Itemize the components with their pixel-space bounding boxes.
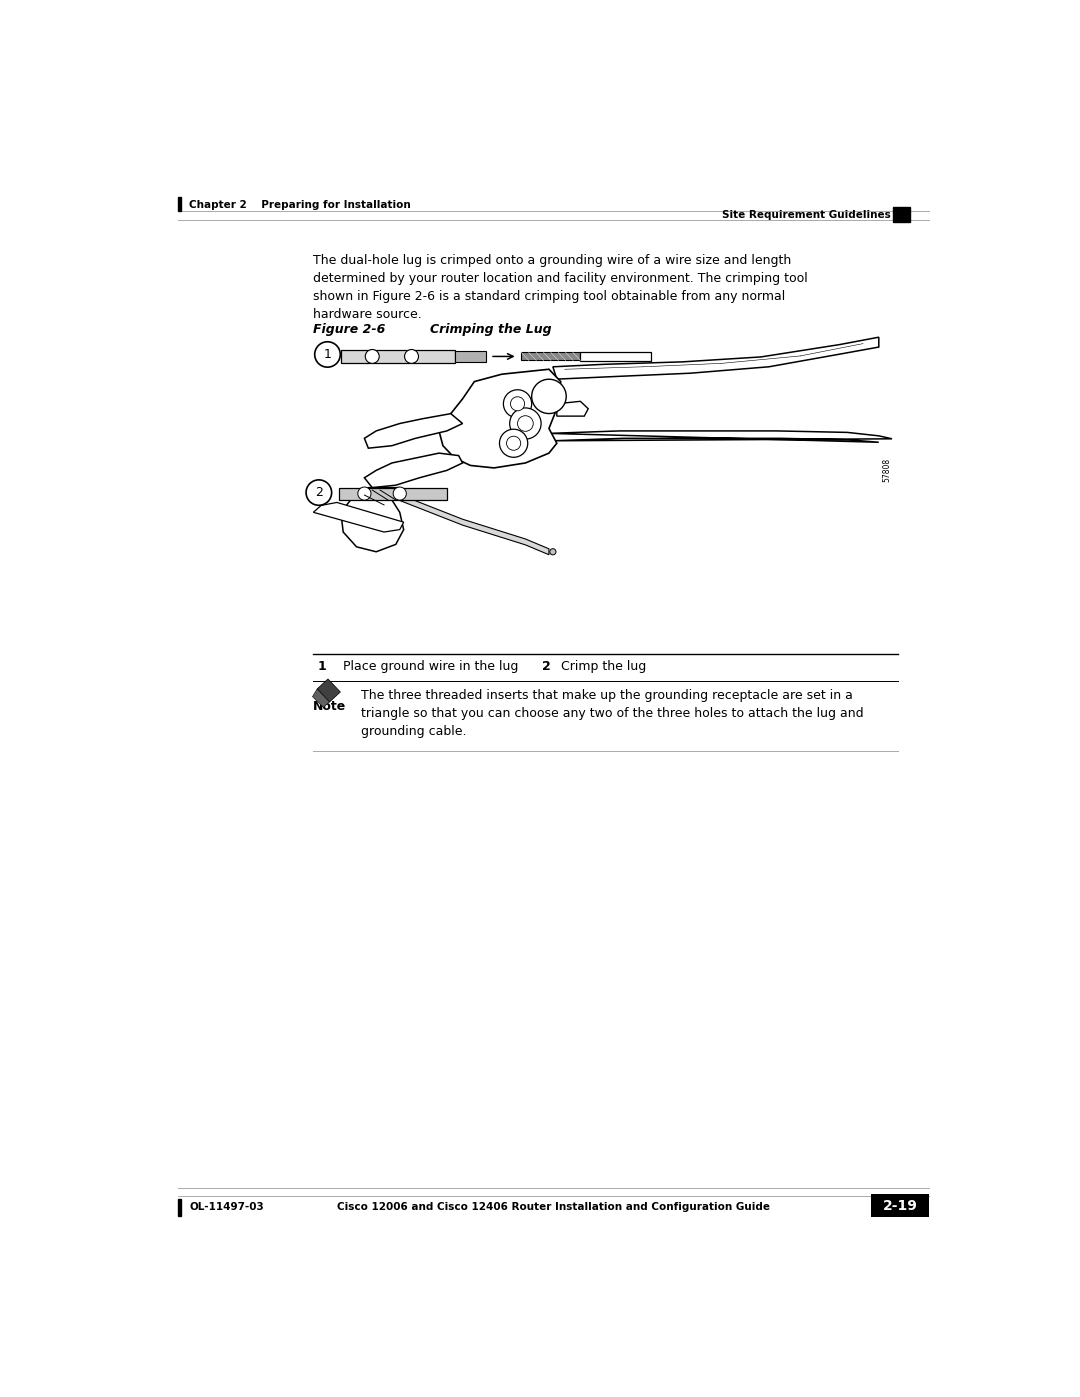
Bar bbox=[339, 488, 447, 500]
Polygon shape bbox=[364, 453, 462, 488]
Polygon shape bbox=[438, 369, 561, 468]
Text: 2-19: 2-19 bbox=[882, 1199, 918, 1213]
Circle shape bbox=[405, 349, 418, 363]
Polygon shape bbox=[313, 503, 404, 532]
Circle shape bbox=[393, 488, 406, 500]
Text: Place ground wire in the lug: Place ground wire in the lug bbox=[342, 659, 518, 673]
Polygon shape bbox=[341, 488, 404, 552]
Polygon shape bbox=[364, 414, 462, 448]
Polygon shape bbox=[557, 401, 589, 416]
Circle shape bbox=[531, 379, 566, 414]
Polygon shape bbox=[400, 495, 549, 555]
Bar bbox=[893, 207, 910, 222]
Polygon shape bbox=[318, 679, 340, 703]
Circle shape bbox=[510, 408, 541, 439]
Circle shape bbox=[357, 488, 372, 500]
Text: Site Requirement Guidelines: Site Requirement Guidelines bbox=[721, 211, 891, 221]
Bar bbox=[455, 351, 486, 362]
Circle shape bbox=[499, 429, 528, 457]
Bar bbox=[341, 349, 455, 363]
Circle shape bbox=[511, 397, 525, 411]
Text: OL-11497-03: OL-11497-03 bbox=[189, 1203, 264, 1213]
Text: The three threaded inserts that make up the grounding receptacle are set in a
tr: The three threaded inserts that make up … bbox=[362, 689, 864, 738]
Text: Cisco 12006 and Cisco 12406 Router Installation and Configuration Guide: Cisco 12006 and Cisco 12406 Router Insta… bbox=[337, 1203, 770, 1213]
Circle shape bbox=[503, 390, 531, 418]
Text: 1: 1 bbox=[318, 659, 326, 673]
Polygon shape bbox=[553, 337, 879, 379]
Circle shape bbox=[517, 416, 534, 432]
Text: Chapter 2    Preparing for Installation: Chapter 2 Preparing for Installation bbox=[189, 200, 411, 210]
Polygon shape bbox=[549, 430, 892, 443]
Text: Crimp the lug: Crimp the lug bbox=[562, 659, 647, 673]
Circle shape bbox=[507, 436, 521, 450]
Bar bbox=[522, 352, 580, 360]
Bar bbox=[580, 352, 651, 360]
Text: 2: 2 bbox=[315, 486, 323, 499]
Circle shape bbox=[365, 349, 379, 363]
Bar bbox=[177, 1199, 181, 1215]
Bar bbox=[872, 1194, 930, 1217]
Text: 2: 2 bbox=[542, 659, 551, 673]
Circle shape bbox=[550, 549, 556, 555]
Text: Figure 2-6: Figure 2-6 bbox=[313, 323, 386, 337]
Text: The dual-hole lug is crimped onto a grounding wire of a wire size and length
det: The dual-hole lug is crimped onto a grou… bbox=[313, 254, 808, 321]
Text: 57808: 57808 bbox=[882, 458, 891, 482]
Text: Crimping the Lug: Crimping the Lug bbox=[430, 323, 551, 337]
Text: 1: 1 bbox=[324, 348, 332, 360]
Text: Note: Note bbox=[313, 700, 347, 712]
Bar bbox=[177, 197, 181, 211]
Polygon shape bbox=[312, 689, 329, 707]
